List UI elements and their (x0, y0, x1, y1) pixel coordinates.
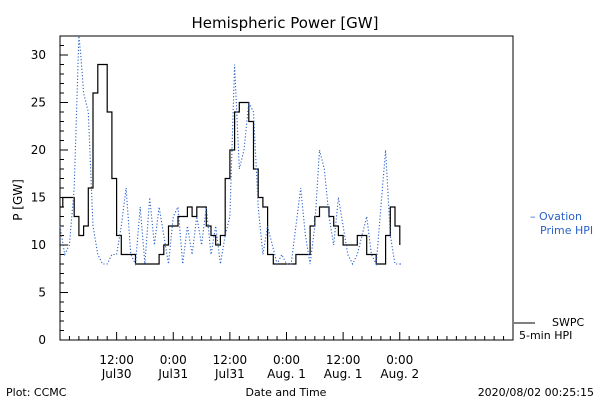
x-tick-time-label: 0:00 (273, 353, 300, 367)
series-layer (59, 35, 403, 267)
y-tick-label: 0 (38, 333, 46, 347)
legend-ovation-line1: – Ovation (530, 210, 582, 223)
y-axis: 0 5 10 15 20 25 30 (31, 35, 68, 347)
y-tick-label: 5 (38, 286, 46, 300)
x-tick-time-label: 0:00 (386, 353, 413, 367)
x-tick-date-label: Aug. 1 (324, 367, 363, 381)
legend-swpc-line2: 5-min HPI (519, 329, 572, 342)
footer-plot-credit: Plot: CCMC (6, 386, 67, 399)
y-axis-label: P [GW] (11, 179, 25, 221)
x-tick-time-label: 0:00 (160, 353, 187, 367)
x-tick-time-label: 12:00 (99, 353, 134, 367)
series-swpc-hpi-line (60, 63, 401, 265)
x-axis-label: Date and Time (246, 386, 327, 399)
y-tick-label: 10 (31, 238, 46, 252)
x-tick-date-label: Jul31 (157, 367, 188, 381)
x-tick-time-label: 12:00 (213, 353, 248, 367)
legend-ovation-line2: Prime HPI (540, 224, 593, 237)
x-tick-date-label: Aug. 1 (267, 367, 306, 381)
footer-timestamp: 2020/08/02 00:25:15 (478, 386, 594, 399)
y-tick-label: 15 (31, 191, 46, 205)
chart-title: Hemispheric Power [GW] (192, 14, 379, 32)
x-tick-date-label: Jul30 (101, 367, 132, 381)
x-tick-time-label: 12:00 (326, 353, 361, 367)
plot-frame (59, 35, 514, 341)
legend-swpc-line1: SWPC (552, 316, 584, 329)
x-tick-date-label: Jul31 (214, 367, 245, 381)
y-tick-label: 20 (31, 143, 46, 157)
y-tick-label: 30 (31, 48, 46, 62)
x-tick-date-label: Aug. 2 (380, 367, 419, 381)
legend: – Ovation Prime HPI SWPC 5-min HPI (514, 210, 593, 342)
y-tick-label: 25 (31, 96, 46, 110)
